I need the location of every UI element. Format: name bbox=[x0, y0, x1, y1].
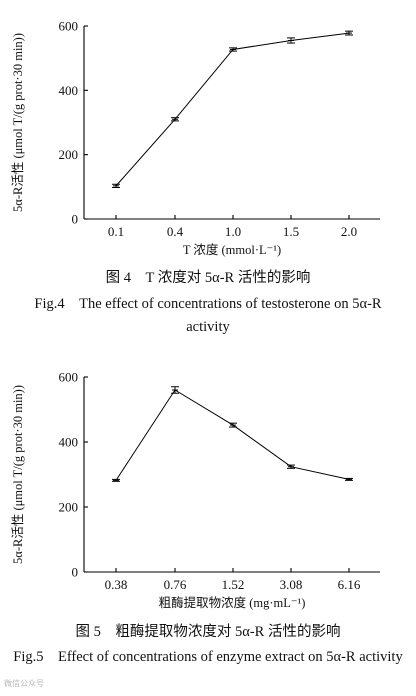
fig4-y-tick-label: 400 bbox=[59, 83, 79, 98]
fig5-y-tick-label: 0 bbox=[72, 565, 79, 580]
fig4-y-axis-label: 5α-R活性 (μmol T/(g prot·30 min)) bbox=[11, 33, 25, 212]
fig4-x-tick-label: 0.4 bbox=[167, 224, 184, 239]
fig4-caption-cn: 图 4 T 浓度对 5α-R 活性的影响 bbox=[105, 270, 311, 286]
fig5-y-axis-label: 5α-R活性 (μmol T/(g prot·30 min)) bbox=[11, 385, 25, 564]
fig5-x-tick-label: 3.08 bbox=[280, 577, 303, 592]
fig5-x-axis-label: 粗酶提取物浓度 (mg·mL⁻¹) bbox=[159, 595, 306, 610]
fig4-y-tick-label: 200 bbox=[59, 147, 79, 162]
fig5-caption-cn: 图 5 粗酶提取物浓度对 5α-R 活性的影响 bbox=[75, 624, 341, 640]
fig4-x-tick-label: 1.0 bbox=[225, 224, 241, 239]
fig4-x-axis-label: T 浓度 (mmol·L⁻¹) bbox=[183, 242, 281, 257]
watermark: 微信公众号 bbox=[4, 679, 44, 688]
fig4-y-tick-label: 0 bbox=[72, 212, 79, 227]
fig5-y-tick-label: 200 bbox=[59, 500, 79, 515]
fig5-caption-en: Fig.5 Effect of concentrations of enzyme… bbox=[13, 649, 403, 665]
fig5-y-tick-label: 400 bbox=[59, 435, 79, 450]
fig5-y-tick-label: 600 bbox=[59, 370, 79, 385]
fig4-x-tick-label: 1.5 bbox=[283, 224, 299, 239]
fig4-x-tick-label: 0.1 bbox=[108, 224, 124, 239]
fig4-caption-en: Fig.4 The effect of concentrations of te… bbox=[34, 296, 382, 335]
fig5-x-tick-label: 0.38 bbox=[105, 577, 128, 592]
fig5-series-line bbox=[115, 389, 350, 481]
fig4-series-line bbox=[115, 32, 350, 187]
fig4-x-tick-label: 2.0 bbox=[341, 224, 357, 239]
fig5-x-tick-label: 6.16 bbox=[338, 577, 361, 592]
fig5-x-tick-label: 1.52 bbox=[222, 577, 245, 592]
fig4-y-tick-label: 600 bbox=[59, 19, 79, 34]
fig5-x-tick-label: 0.76 bbox=[164, 577, 187, 592]
